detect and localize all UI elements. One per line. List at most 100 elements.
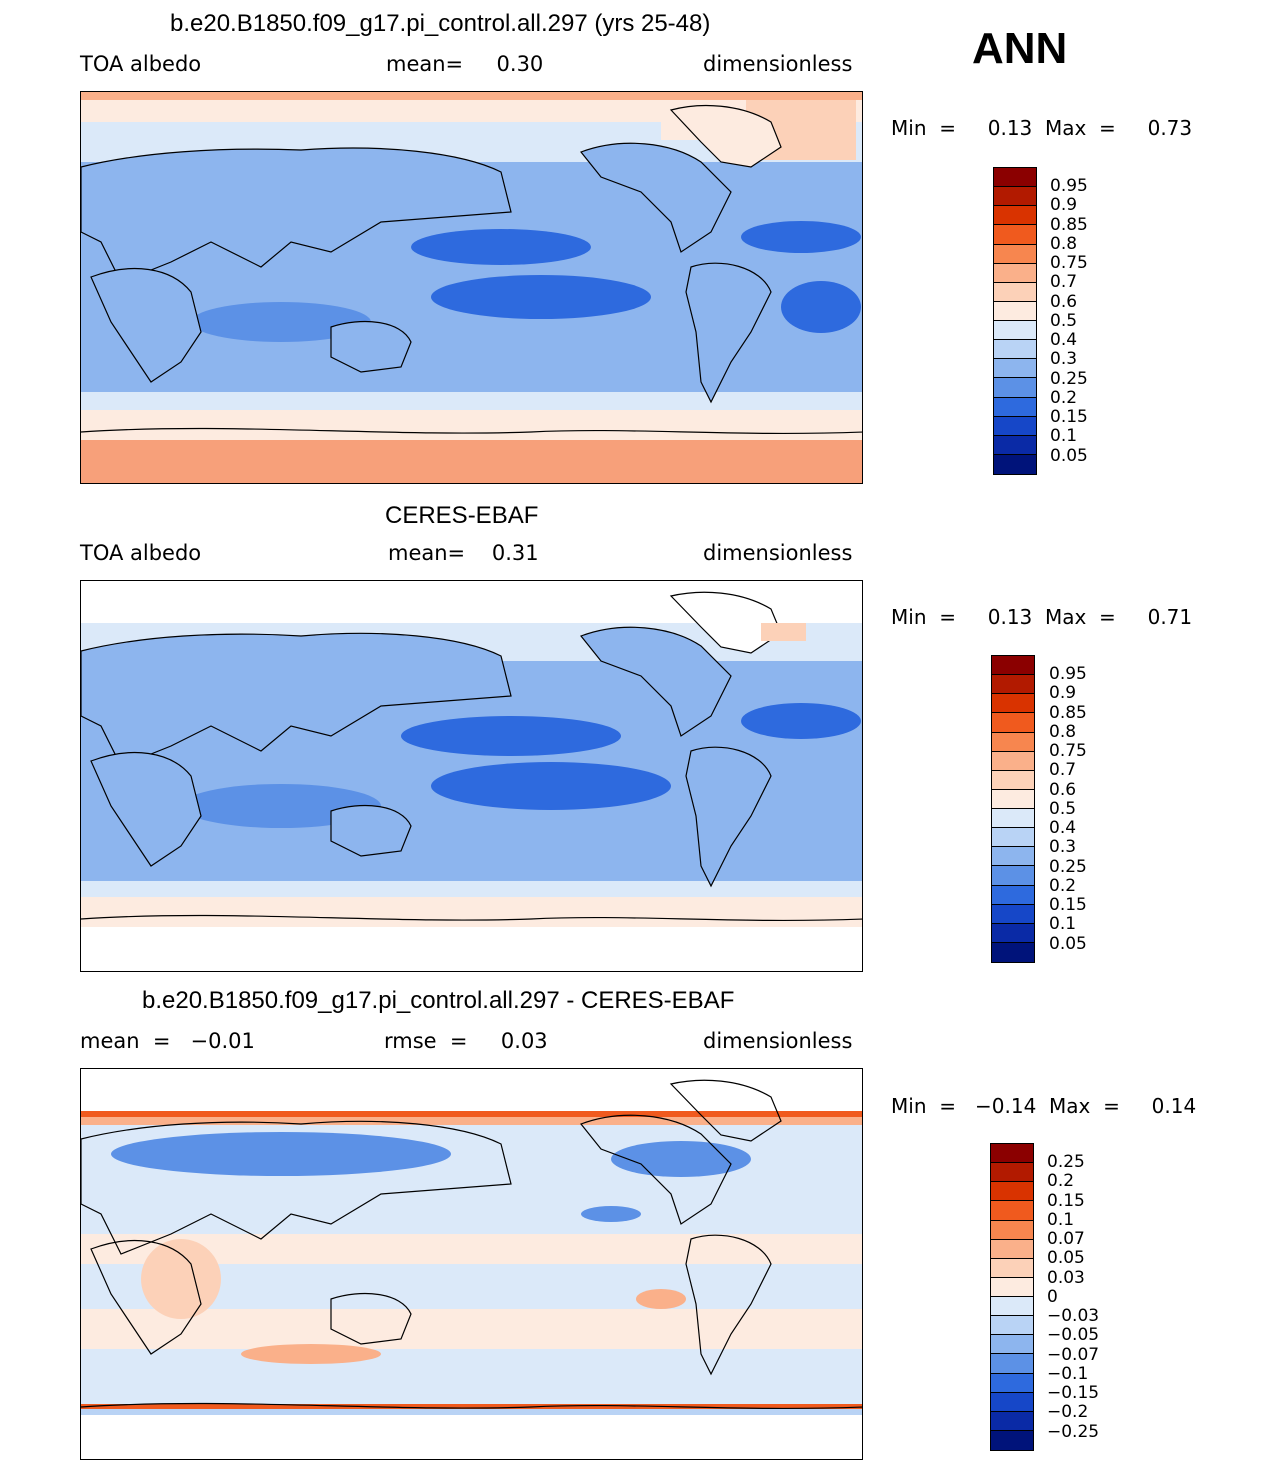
colorbar-diff <box>990 1143 1034 1451</box>
colorbar-tick-label: 0.15 <box>1050 407 1088 427</box>
colorbar-swatch <box>994 168 1036 188</box>
colorbar-tick-label: 0.7 <box>1049 760 1077 781</box>
colorbar-swatch <box>992 694 1034 714</box>
colorbar-tick-label: 0.6 <box>1050 291 1078 312</box>
panel-title-obs: CERES-EBAF <box>385 502 539 529</box>
colorbar-swatch <box>992 904 1034 924</box>
colorbar-swatch <box>991 1144 1033 1164</box>
colorbar-swatch <box>991 1297 1033 1317</box>
colorbar-swatch <box>992 656 1034 676</box>
colorbar-tick-label: 0.4 <box>1049 818 1077 838</box>
panel-title-model: b.e20.B1850.f09_g17.pi_control.all.297 (… <box>170 10 711 37</box>
colorbar-tick-label: 0.05 <box>1050 445 1088 466</box>
colorbar-tick-label: 0.85 <box>1049 702 1087 723</box>
colorbar-swatch <box>991 1163 1033 1183</box>
colorbar-swatch <box>994 282 1036 302</box>
colorbar-swatch <box>992 713 1034 733</box>
colorbar-tick-label: 0.25 <box>1047 1152 1085 1172</box>
colorbar-swatch <box>991 1201 1033 1221</box>
colorbar-tick-label: 0.75 <box>1049 741 1087 761</box>
map-model-svg <box>81 92 862 483</box>
colorbar-tick-label: 0.75 <box>1050 253 1088 273</box>
colorbar-tick-label: 0.95 <box>1049 664 1087 684</box>
min-max-readout: Min = 0.13 Max = 0.73 <box>891 116 1193 140</box>
panel-title-diff: b.e20.B1850.f09_g17.pi_control.all.297 -… <box>142 987 735 1014</box>
colorbar-swatch <box>994 378 1036 398</box>
colorbar-tick-label: 0.07 <box>1047 1229 1085 1249</box>
colorbar-tick-label: 0.85 <box>1050 214 1088 235</box>
colorbar-swatch <box>994 340 1036 360</box>
colorbar-tick-label: −0.1 <box>1047 1363 1089 1384</box>
colorbar-swatch <box>992 732 1034 752</box>
colorbar-model <box>993 167 1037 475</box>
colorbar-swatch <box>994 206 1036 226</box>
panel-mean-label: mean = −0.01 <box>80 1029 255 1053</box>
colorbar-tick-label: 0.9 <box>1050 195 1078 216</box>
panel-mean-label: mean= 0.31 <box>388 541 539 565</box>
colorbar-swatch <box>991 1373 1033 1393</box>
min-max-readout: Min = 0.13 Max = 0.71 <box>891 605 1193 629</box>
colorbar-tick-label: 0.8 <box>1049 721 1077 742</box>
colorbar-swatch <box>991 1277 1033 1297</box>
colorbar-tick-label: 0.2 <box>1050 387 1078 408</box>
colorbar-swatch <box>994 321 1036 341</box>
colorbar-swatch <box>991 1182 1033 1202</box>
colorbar-swatch <box>991 1239 1033 1259</box>
panel-units-label: dimensionless <box>703 1029 853 1053</box>
colorbar-tick-label: −0.25 <box>1047 1421 1100 1442</box>
colorbar-tick-label: 0.05 <box>1049 933 1087 954</box>
min-max-readout: Min = −0.14 Max = 0.14 <box>891 1094 1197 1118</box>
colorbar-swatch <box>991 1220 1033 1240</box>
colorbar-obs-labels: 0.95 0.9 0.85 0.8 0.75 0.7 0.6 0.5 0.4 0.3 0.25 0.2… <box>1049 664 1087 954</box>
colorbar-tick-label: 0.1 <box>1047 1209 1075 1230</box>
colorbar-tick-label: 0.6 <box>1049 779 1077 800</box>
colorbar-swatch <box>991 1316 1033 1336</box>
colorbar-tick-label: 0.25 <box>1050 368 1088 389</box>
colorbar-swatch <box>994 454 1036 474</box>
map-obs <box>80 580 863 972</box>
colorbar-tick-label: −0.03 <box>1047 1306 1100 1326</box>
panel-units-label: dimensionless <box>703 541 853 565</box>
map-obs-svg <box>81 581 862 971</box>
colorbar-tick-label: 0.2 <box>1049 875 1077 896</box>
colorbar-swatch <box>994 301 1036 321</box>
map-diff <box>80 1068 863 1460</box>
panel-units-label: dimensionless <box>703 52 853 76</box>
colorbar-swatch <box>994 187 1036 207</box>
colorbar-swatch <box>994 359 1036 379</box>
colorbar-tick-label: 0.3 <box>1049 837 1077 858</box>
colorbar-tick-label: 0.8 <box>1050 233 1078 254</box>
colorbar-swatch <box>992 847 1034 867</box>
colorbar-swatch <box>991 1258 1033 1278</box>
season-label: ANN <box>972 24 1068 73</box>
colorbar-tick-label: 0.05 <box>1047 1248 1085 1269</box>
colorbar-tick-label: 0.9 <box>1049 683 1077 704</box>
map-diff-svg <box>81 1069 862 1459</box>
colorbar-tick-label: −0.07 <box>1047 1344 1100 1365</box>
colorbar-swatch <box>991 1354 1033 1374</box>
colorbar-swatch <box>994 416 1036 436</box>
colorbar-tick-label: 0.1 <box>1049 914 1077 935</box>
colorbar-swatch <box>994 225 1036 245</box>
colorbar-tick-label: −0.2 <box>1047 1402 1089 1423</box>
colorbar-tick-label: 0.15 <box>1049 895 1087 915</box>
colorbar-swatch <box>992 789 1034 809</box>
colorbar-tick-label: 0.25 <box>1049 856 1087 877</box>
colorbar-swatch <box>991 1411 1033 1431</box>
colorbar-tick-label: −0.15 <box>1047 1383 1100 1403</box>
colorbar-swatch <box>992 923 1034 943</box>
colorbar-tick-label: 0 <box>1047 1286 1058 1307</box>
colorbar-tick-label: 0.95 <box>1050 176 1088 196</box>
colorbar-tick-label: 0.5 <box>1049 798 1077 819</box>
colorbar-tick-label: −0.05 <box>1047 1325 1100 1346</box>
colorbar-tick-label: 0.3 <box>1050 349 1078 370</box>
colorbar-tick-label: 0.15 <box>1047 1190 1085 1211</box>
colorbar-swatch <box>991 1335 1033 1355</box>
colorbar-swatch <box>992 809 1034 829</box>
colorbar-tick-label: 0.5 <box>1050 310 1078 331</box>
colorbar-tick-label: 0.2 <box>1047 1171 1075 1192</box>
colorbar-tick-label: 0.7 <box>1050 272 1078 293</box>
colorbar-tick-label: 0.1 <box>1050 426 1078 447</box>
colorbar-swatch <box>991 1392 1033 1412</box>
panel-rmse-label: rmse = 0.03 <box>384 1029 548 1053</box>
